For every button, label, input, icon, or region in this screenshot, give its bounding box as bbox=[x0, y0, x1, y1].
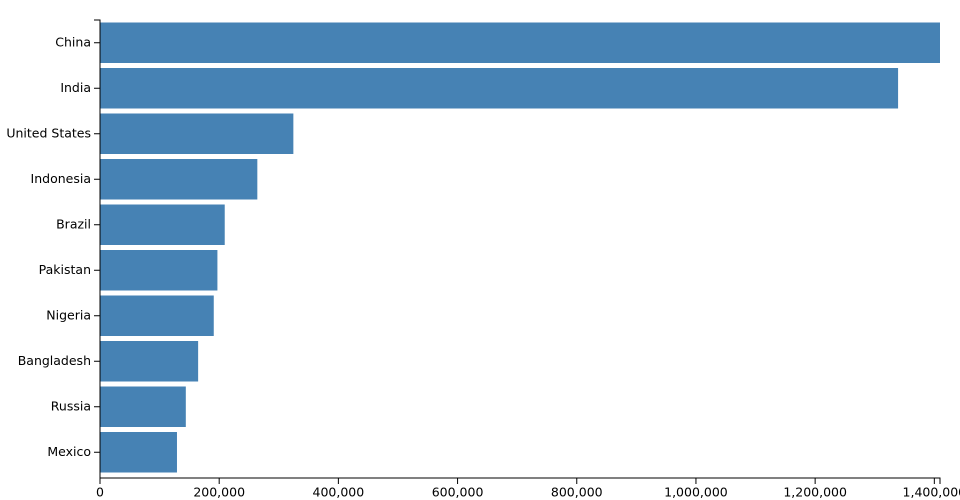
bar bbox=[100, 341, 199, 382]
y-tick-label: India bbox=[60, 80, 91, 95]
bar bbox=[100, 432, 177, 473]
x-axis bbox=[99, 477, 941, 484]
y-tick-label: Russia bbox=[51, 398, 91, 413]
x-tick-label: 400,000 bbox=[313, 485, 365, 500]
x-tick-label: 200,000 bbox=[193, 485, 245, 500]
bar bbox=[100, 113, 294, 154]
y-tick-label: Mexico bbox=[47, 444, 91, 459]
bar bbox=[100, 22, 940, 63]
x-tick-label: 0 bbox=[96, 485, 104, 500]
x-tick-label: 800,000 bbox=[551, 485, 603, 500]
bar bbox=[100, 204, 225, 245]
bar bbox=[100, 386, 186, 427]
x-tick-label: 1,200,000 bbox=[783, 485, 847, 500]
x-tick-label: 1,000,000 bbox=[664, 485, 728, 500]
y-tick-label: China bbox=[55, 34, 91, 49]
bar bbox=[100, 159, 258, 200]
y-axis bbox=[94, 19, 101, 478]
x-tick-label: 600,000 bbox=[432, 485, 484, 500]
x-tick-label: 1,400,000 bbox=[903, 485, 960, 500]
bar bbox=[100, 250, 218, 291]
y-tick-label: Brazil bbox=[56, 216, 91, 231]
y-tick-label: Nigeria bbox=[46, 307, 91, 322]
bar bbox=[100, 295, 214, 336]
y-tick-label: Pakistan bbox=[39, 262, 91, 277]
bar bbox=[100, 68, 899, 109]
y-tick-label: United States bbox=[6, 125, 91, 140]
y-tick-label: Indonesia bbox=[31, 171, 91, 186]
y-tick-label: Bangladesh bbox=[18, 353, 91, 368]
